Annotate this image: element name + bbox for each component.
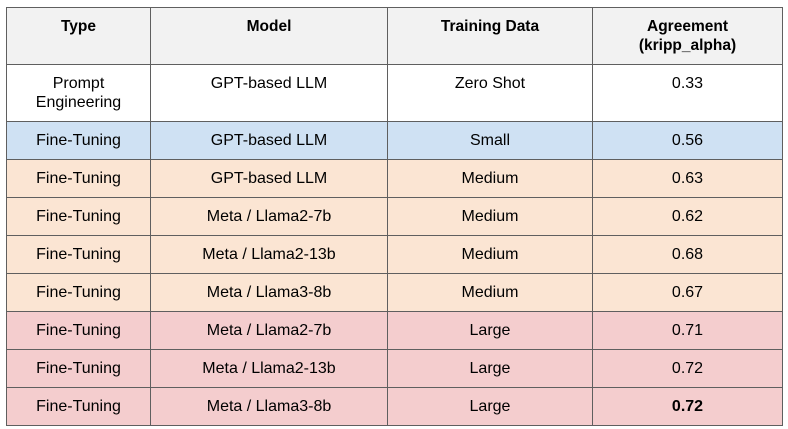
cell-model: Meta / Llama2-7b bbox=[150, 311, 388, 350]
cell-type: Fine-Tuning bbox=[6, 273, 151, 312]
table-row: Fine-Tuning Meta / Llama2-7b Medium 0.62 bbox=[6, 197, 783, 236]
cell-type: Prompt Engineering bbox=[6, 64, 151, 122]
cell-training-data: Medium bbox=[387, 159, 593, 198]
cell-agreement: 0.63 bbox=[592, 159, 783, 198]
cell-training-data: Medium bbox=[387, 197, 593, 236]
cell-type: Fine-Tuning bbox=[6, 311, 151, 350]
table-row: Fine-Tuning GPT-based LLM Small 0.56 bbox=[6, 121, 783, 160]
table-row: Fine-Tuning Meta / Llama2-13b Large 0.72 bbox=[6, 349, 783, 388]
cell-model: Meta / Llama2-13b bbox=[150, 235, 388, 274]
cell-model: GPT-based LLM bbox=[150, 159, 388, 198]
cell-type: Fine-Tuning bbox=[6, 121, 151, 160]
cell-type: Fine-Tuning bbox=[6, 349, 151, 388]
table-row: Fine-Tuning Meta / Llama3-8b Large 0.72 bbox=[6, 387, 783, 426]
cell-type: Fine-Tuning bbox=[6, 387, 151, 426]
cell-type-line2: Engineering bbox=[35, 94, 122, 111]
table-row: Fine-Tuning Meta / Llama2-13b Medium 0.6… bbox=[6, 235, 783, 274]
header-agreement-metric: (kripp_alpha) bbox=[638, 37, 737, 54]
table-row: Prompt Engineering GPT-based LLM Zero Sh… bbox=[6, 64, 783, 122]
cell-training-data: Medium bbox=[387, 235, 593, 274]
cell-model: GPT-based LLM bbox=[150, 121, 388, 160]
cell-type-line1: Prompt bbox=[52, 75, 105, 92]
cell-model: GPT-based LLM bbox=[150, 64, 388, 122]
cell-training-data: Small bbox=[387, 121, 593, 160]
cell-type: Fine-Tuning bbox=[6, 159, 151, 198]
cell-model: Meta / Llama3-8b bbox=[150, 387, 388, 426]
cell-training-data: Medium bbox=[387, 273, 593, 312]
cell-training-data: Zero Shot bbox=[387, 64, 593, 122]
cell-agreement: 0.62 bbox=[592, 197, 783, 236]
results-table: Type Model Training Data Agreement (krip… bbox=[6, 7, 783, 426]
cell-agreement: 0.72 bbox=[592, 349, 783, 388]
cell-type: Fine-Tuning bbox=[6, 235, 151, 274]
cell-training-data: Large bbox=[387, 349, 593, 388]
header-model: Model bbox=[150, 7, 388, 65]
cell-agreement: 0.71 bbox=[592, 311, 783, 350]
cell-agreement-best: 0.72 bbox=[592, 387, 783, 426]
header-agreement: Agreement (kripp_alpha) bbox=[592, 7, 783, 65]
table-row: Fine-Tuning GPT-based LLM Medium 0.63 bbox=[6, 159, 783, 198]
cell-type: Fine-Tuning bbox=[6, 197, 151, 236]
cell-training-data: Large bbox=[387, 311, 593, 350]
header-type: Type bbox=[6, 7, 151, 65]
cell-model: Meta / Llama3-8b bbox=[150, 273, 388, 312]
cell-model: Meta / Llama2-13b bbox=[150, 349, 388, 388]
header-training-data: Training Data bbox=[387, 7, 593, 65]
cell-agreement: 0.68 bbox=[592, 235, 783, 274]
header-agreement-label: Agreement bbox=[647, 18, 728, 35]
cell-model: Meta / Llama2-7b bbox=[150, 197, 388, 236]
cell-agreement: 0.56 bbox=[592, 121, 783, 160]
cell-training-data: Large bbox=[387, 387, 593, 426]
cell-agreement: 0.67 bbox=[592, 273, 783, 312]
table-row: Fine-Tuning Meta / Llama3-8b Medium 0.67 bbox=[6, 273, 783, 312]
cell-agreement: 0.33 bbox=[592, 64, 783, 122]
header-row: Type Model Training Data Agreement (krip… bbox=[6, 7, 783, 65]
table-row: Fine-Tuning Meta / Llama2-7b Large 0.71 bbox=[6, 311, 783, 350]
